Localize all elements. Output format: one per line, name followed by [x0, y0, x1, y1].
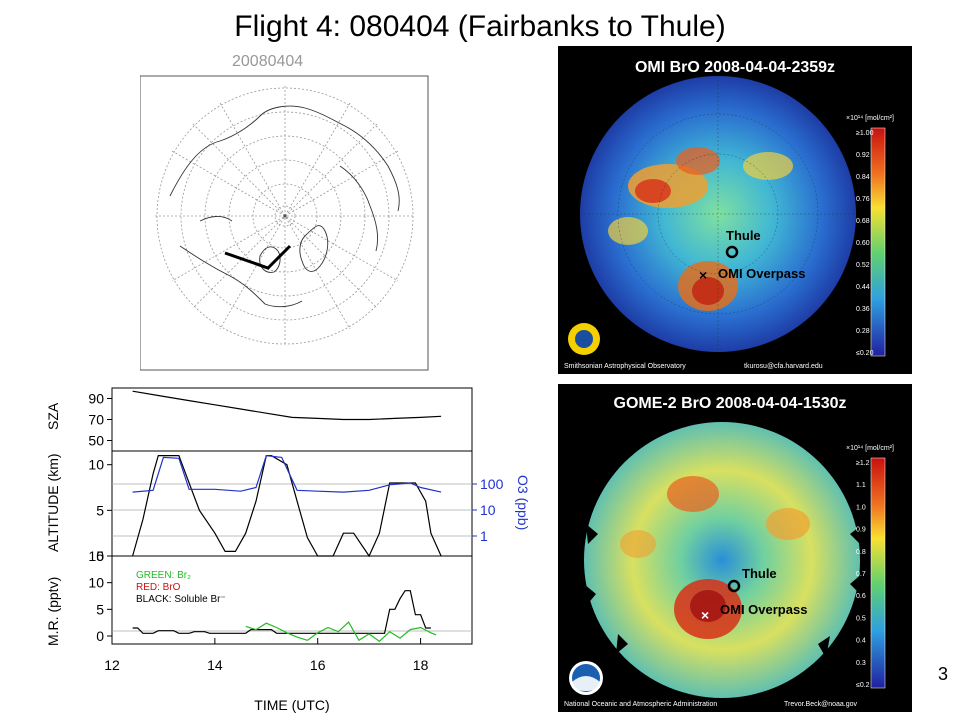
colorbar-tick-label: 0.3: [856, 660, 866, 667]
colorbar-tick-label: 0.8: [856, 549, 866, 556]
colorbar-tick-label: ≥1.00: [856, 130, 874, 137]
omi-colorbar: [870, 127, 886, 357]
xtick-label: 16: [310, 657, 326, 673]
colorbar-tick-label: 0.7: [856, 571, 866, 578]
legend-bro: RED: BrO: [136, 582, 181, 593]
gome-globe: [584, 422, 860, 698]
omi-footer-right: tkurosu@cfa.harvard.edu: [744, 363, 823, 370]
colorbar-tick-label: ≥1.2: [856, 460, 870, 467]
ytick-label: 90: [88, 391, 104, 407]
colorbar-tick-label: 0.44: [856, 284, 870, 291]
sza-axis-label: SZA: [45, 402, 61, 430]
slide-page-number: 3: [937, 664, 948, 684]
colorbar-tick-label: 0.76: [856, 196, 870, 203]
gome-title: GOME-2 BrO 2008-04-04-1530z: [614, 395, 847, 412]
series-line-0: [132, 454, 442, 558]
colorbar-tick-label: 0.6: [856, 593, 866, 600]
colorbar-tick-label: 0.92: [856, 152, 870, 159]
colorbar-tick-label: 0.28: [856, 328, 870, 335]
omi-thule-marker: [725, 245, 739, 259]
colorbar-tick-label: 0.9: [856, 527, 866, 534]
omi-thule-label: Thule: [726, 228, 761, 243]
legend-br2: GREEN: Br₂: [136, 570, 191, 581]
time-series-chart: SZA 50 70 90 ALTITUDE (km) O3 (ppb) 0 5 10 1…: [40, 380, 540, 720]
ytick-label: 10: [88, 575, 104, 591]
omi-bro-map: OMI BrO 2008-04-04-2359z Thule × OMI Ove…: [558, 46, 912, 374]
xtick-label: 12: [104, 657, 120, 673]
map-date-label: 20080404: [232, 53, 303, 70]
xtick-label: 18: [413, 657, 429, 673]
omi-colorbar-ticks: ≥1.00 0.92 0.84 0.76 0.68 0.60 0.52 0.44 0.36 0.2…: [856, 130, 874, 357]
colorbar-tick-label: 0.4: [856, 638, 866, 645]
flight-track-map: 20080404: [140, 46, 430, 372]
series-line-1: [245, 621, 437, 643]
altitude-axis-label: ALTITUDE (km): [45, 453, 61, 552]
colorbar-tick-label: 1.1: [856, 482, 866, 489]
colorbar-tick-label: ≤0.20: [856, 350, 874, 357]
mixing-ratio-series: [132, 590, 437, 643]
mixing-ratio-ytick-labels: 0 5 10 15: [88, 548, 112, 644]
series-line-0: [132, 590, 431, 634]
sza-ytick-labels: 50 70 90: [88, 391, 112, 449]
time-axis-label: TIME (UTC): [254, 697, 329, 713]
ytick-label: 0: [96, 628, 104, 644]
series-line-0: [132, 390, 442, 421]
gome-data-gaps: [584, 480, 864, 658]
ytick-label: 0: [96, 548, 104, 564]
sza-series: [132, 390, 442, 421]
omi-title: OMI BrO 2008-04-04-2359z: [635, 59, 835, 76]
gome-overpass-marker: ×: [701, 607, 709, 623]
colorbar-tick-label: 0.60: [856, 240, 870, 247]
colorbar-tick-label: 0.84: [856, 174, 870, 181]
ytick-label: 50: [88, 433, 104, 449]
altitude-ytick-labels: 0 5 10: [88, 457, 112, 564]
ytick-label: 70: [88, 412, 104, 428]
omi-overpass-marker: ×: [699, 267, 707, 283]
y2tick-label: 1: [480, 528, 488, 544]
gome-thule-label: Thule: [742, 566, 777, 581]
ozone-axis-label: O3 (ppb): [515, 475, 531, 530]
legend-soluble-br: BLACK: Soluble Br⁻: [136, 594, 226, 605]
ytick-label: 10: [88, 457, 104, 473]
ytick-label: 15: [88, 548, 104, 564]
series-line-1: [132, 454, 442, 493]
gome-colorbar-ticks: ≥1.2 1.1 1.0 0.9 0.8 0.7 0.6 0.5 0.4 0.3 ≤0.2: [856, 460, 870, 689]
omi-bro-hotspots: [608, 147, 793, 311]
gome-colorbar: [870, 457, 886, 689]
omi-footer-left: Smithsonian Astrophysical Observatory: [564, 363, 686, 370]
colorbar-tick-label: 0.5: [856, 615, 866, 622]
time-xtick-labels: 12 14 16 18: [104, 638, 429, 673]
gome-overpass-label: OMI Overpass: [720, 602, 807, 617]
altitude-gridlines: [112, 483, 472, 537]
colorbar-tick-label: 1.0: [856, 504, 866, 511]
gome-bro-hotspots: [620, 476, 810, 639]
noaa-logo: [569, 661, 603, 695]
y2tick-label: 100: [480, 476, 504, 492]
omi-colorbar-unit: ×10¹⁴ [mol/cm²]: [846, 115, 894, 122]
map-coastlines: [169, 105, 400, 308]
map-graticule: [155, 86, 415, 346]
colorbar-tick-label: 0.36: [856, 306, 870, 313]
flight-track-line: [224, 244, 292, 270]
y2tick-label: 10: [480, 502, 496, 518]
colorbar-tick-label: 0.52: [856, 262, 870, 269]
gome-footer-right: Trevor.Beck@noaa.gov: [784, 701, 857, 708]
omi-graticule: [580, 76, 856, 352]
sao-logo: [568, 323, 600, 355]
ytick-label: 5: [96, 601, 104, 617]
xtick-label: 14: [207, 657, 223, 673]
slide-title: Flight 4: 080404 (Fairbanks to Thule): [234, 10, 726, 43]
colorbar-tick-label: 0.68: [856, 218, 870, 225]
gome-footer-left: National Oceanic and Atmospheric Adminis…: [564, 701, 717, 708]
ozone-ytick-labels: 1 10 100: [472, 476, 504, 544]
gome-colorbar-unit: ×10¹⁴ [mol/cm²]: [846, 445, 894, 452]
omi-overpass-label: OMI Overpass: [718, 266, 805, 281]
gome2-bro-map: GOME-2 BrO 2008-04-04-1530z Thule × OMI …: [558, 384, 912, 712]
ytick-label: 5: [96, 502, 104, 518]
colorbar-tick-label: ≤0.2: [856, 682, 870, 689]
gome-thule-marker: [727, 579, 741, 593]
altitude-ozone-series: [132, 454, 442, 558]
mixing-ratio-axis-label: M.R. (pptv): [45, 577, 61, 646]
